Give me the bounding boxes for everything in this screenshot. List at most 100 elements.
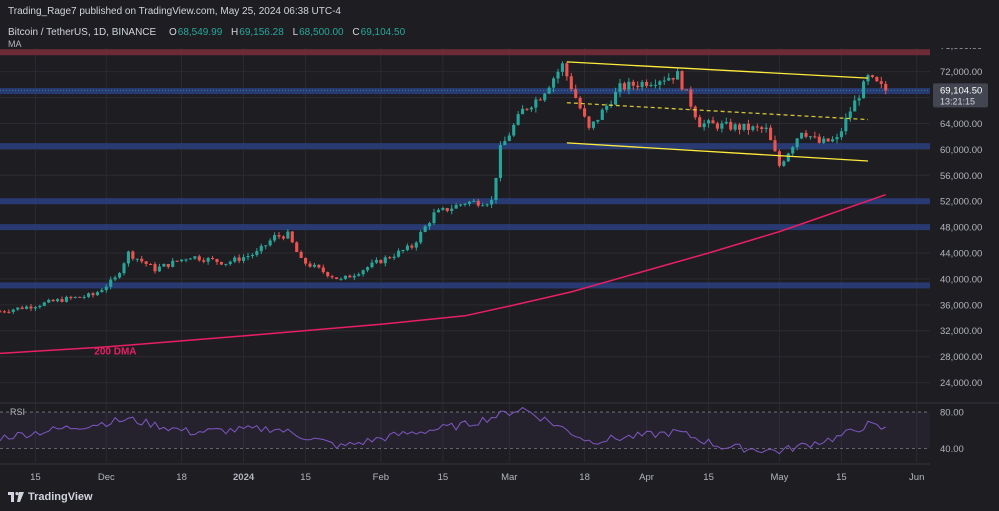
candle bbox=[56, 298, 60, 303]
candle bbox=[822, 135, 826, 145]
candle bbox=[760, 125, 764, 133]
candle-body bbox=[844, 117, 848, 132]
candle bbox=[7, 309, 11, 314]
candle-body bbox=[578, 97, 582, 109]
candle-body bbox=[636, 85, 640, 88]
candle-body bbox=[42, 302, 46, 306]
candle-body bbox=[264, 245, 268, 247]
candle-body bbox=[304, 257, 308, 264]
candle-body bbox=[339, 278, 343, 280]
candle-body bbox=[711, 120, 715, 124]
candle-body bbox=[162, 263, 166, 267]
candle bbox=[596, 119, 600, 124]
candle-body bbox=[153, 264, 157, 272]
candle bbox=[47, 298, 51, 304]
candle bbox=[769, 124, 773, 141]
candle-body bbox=[432, 212, 436, 224]
candle-body bbox=[853, 100, 857, 112]
ma-200-label: 200 DMA bbox=[94, 346, 136, 357]
candle bbox=[175, 260, 179, 263]
candle bbox=[826, 138, 830, 143]
candle bbox=[742, 123, 746, 132]
candle-body bbox=[20, 307, 24, 309]
candle bbox=[751, 125, 755, 132]
candle-body bbox=[211, 258, 215, 260]
candle bbox=[60, 296, 64, 303]
candle bbox=[817, 133, 821, 144]
candle bbox=[463, 202, 467, 207]
tradingview-logo-icon bbox=[8, 492, 24, 502]
candle-body bbox=[680, 71, 684, 90]
candle-body bbox=[463, 203, 467, 205]
candle bbox=[560, 61, 564, 76]
candle-body bbox=[184, 259, 188, 261]
candle-body bbox=[206, 258, 210, 262]
candle bbox=[605, 103, 609, 113]
candle bbox=[667, 73, 671, 82]
candle bbox=[467, 200, 471, 207]
candle bbox=[144, 260, 148, 267]
candle bbox=[494, 177, 498, 204]
candle-body bbox=[702, 123, 706, 128]
candle-body bbox=[295, 242, 299, 252]
candle bbox=[432, 208, 436, 225]
candle bbox=[118, 272, 122, 279]
candle-body bbox=[764, 127, 768, 129]
candle-body bbox=[228, 261, 232, 264]
candle bbox=[242, 254, 246, 264]
candle bbox=[653, 79, 657, 89]
candle bbox=[277, 231, 281, 240]
tradingview-logo[interactable]: TradingView bbox=[8, 491, 93, 503]
candle-body bbox=[614, 91, 618, 105]
candle-body bbox=[250, 254, 254, 257]
candle bbox=[352, 273, 356, 281]
candle-body bbox=[738, 124, 742, 130]
candle bbox=[472, 198, 476, 203]
candle bbox=[662, 76, 666, 85]
current-price-tag bbox=[933, 83, 988, 108]
candle-body bbox=[622, 83, 626, 90]
candle-body bbox=[755, 126, 759, 128]
candle bbox=[693, 105, 697, 120]
candle-body bbox=[848, 111, 852, 118]
candle-body bbox=[826, 138, 830, 142]
candle bbox=[343, 275, 347, 281]
candle bbox=[884, 81, 888, 95]
candle-body bbox=[361, 270, 365, 275]
time-tick-label: 18 bbox=[176, 472, 187, 483]
candle bbox=[676, 67, 680, 80]
candle-body bbox=[25, 306, 29, 309]
candle bbox=[565, 61, 569, 81]
candle-body bbox=[751, 126, 755, 130]
candle-body bbox=[366, 267, 370, 271]
price-tick-label: 60,000.00 bbox=[940, 145, 982, 156]
candle-body bbox=[786, 153, 790, 162]
indicator-label[interactable]: MA bbox=[8, 39, 22, 49]
candle bbox=[348, 274, 352, 278]
candle bbox=[702, 119, 706, 131]
candle bbox=[193, 255, 197, 260]
candle bbox=[711, 116, 715, 124]
candle-body bbox=[135, 258, 139, 260]
candle bbox=[627, 78, 631, 95]
candle-body bbox=[684, 89, 688, 91]
candle-body bbox=[321, 267, 325, 273]
candle-body bbox=[653, 84, 657, 86]
price-tick-label: 52,000.00 bbox=[940, 197, 982, 208]
candle bbox=[786, 152, 790, 163]
candle bbox=[264, 245, 268, 250]
candle-body bbox=[343, 275, 347, 279]
candle-body bbox=[773, 140, 777, 152]
candle bbox=[33, 305, 37, 312]
candle bbox=[87, 292, 91, 299]
candle bbox=[724, 117, 728, 125]
candle-body bbox=[516, 114, 520, 125]
candle-body bbox=[188, 258, 192, 260]
time-tick-label: 15 bbox=[30, 472, 41, 483]
support-zone bbox=[0, 198, 930, 205]
support-zone bbox=[0, 224, 930, 231]
candle-body bbox=[308, 263, 312, 267]
candle bbox=[166, 263, 170, 269]
candle-body bbox=[51, 299, 55, 302]
